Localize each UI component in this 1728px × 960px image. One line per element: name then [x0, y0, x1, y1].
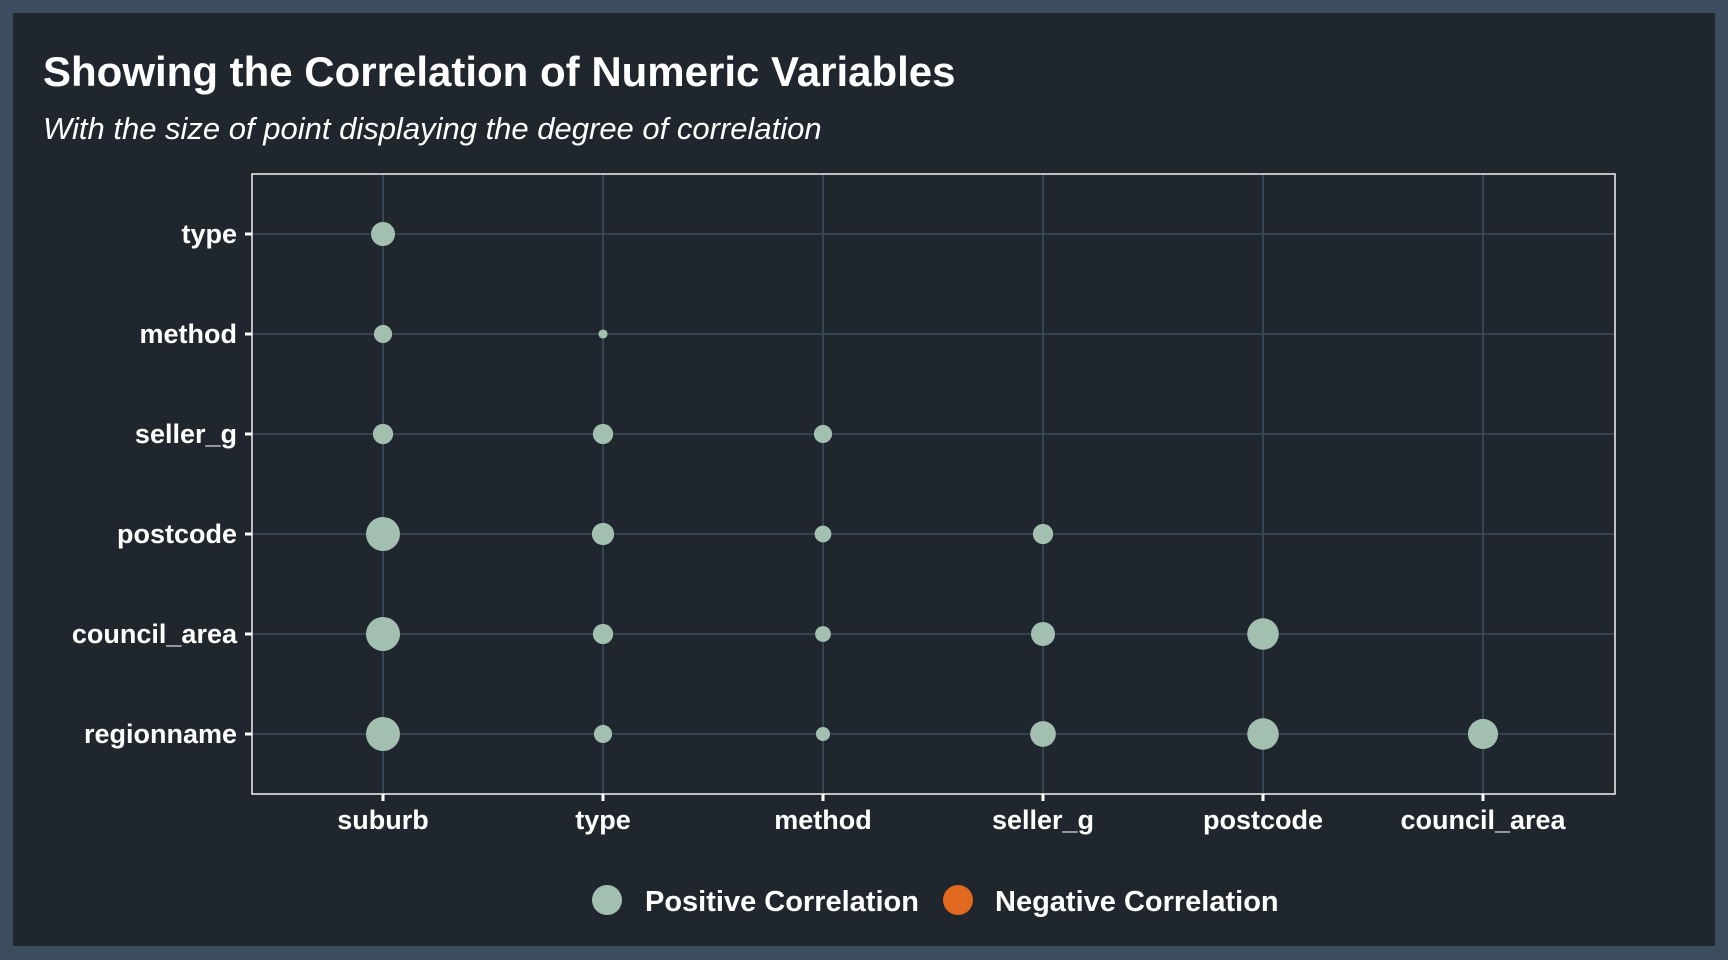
point-seller-g-postcode — [1032, 523, 1054, 545]
x-tick-label-seller-g: seller_g — [992, 805, 1094, 835]
x-axis: suburb type method seller_g postcode council_… — [337, 794, 1567, 835]
point-suburb-method — [373, 324, 393, 344]
point-postcode-regionname — [1247, 718, 1279, 750]
y-tick-label-postcode: postcode — [117, 519, 237, 549]
legend: Positive Correlation Negative Correlation — [592, 885, 1279, 918]
x-tick-label-type: type — [575, 805, 631, 835]
x-tick-label-council-area: council_area — [1400, 805, 1566, 835]
point-method-regionname — [815, 726, 831, 742]
points — [366, 221, 1499, 751]
point-postcode-council-area — [1247, 618, 1279, 650]
y-tick-label-regionname: regionname — [84, 719, 237, 749]
legend-label-negative-correlation: Negative Correlation — [995, 886, 1279, 918]
point-method-seller-g — [813, 424, 833, 444]
legend-key-positive-correlation — [592, 885, 622, 915]
y-tick-label-type: type — [181, 219, 237, 249]
point-method-council-area — [815, 626, 831, 642]
y-tick-label-seller-g: seller_g — [135, 419, 237, 449]
point-type-regionname — [593, 724, 613, 744]
x-tick-label-method: method — [774, 805, 872, 835]
point-suburb-type — [370, 221, 396, 247]
point-type-method — [598, 329, 608, 339]
point-type-council-area — [592, 623, 614, 645]
point-suburb-regionname — [366, 717, 400, 751]
grid-lines — [252, 174, 1615, 794]
point-type-postcode — [591, 522, 615, 546]
legend-label-positive-correlation: Positive Correlation — [645, 886, 919, 918]
chart-subtitle: With the size of point displaying the de… — [43, 111, 822, 146]
y-tick-label-council-area: council_area — [72, 619, 238, 649]
point-method-postcode — [814, 525, 832, 543]
point-suburb-council-area — [366, 617, 400, 651]
x-tick-label-postcode: postcode — [1203, 805, 1323, 835]
y-tick-label-method: method — [140, 319, 238, 349]
plot-panel — [13, 13, 1715, 946]
chart-title: Showing the Correlation of Numeric Varia… — [43, 48, 956, 95]
x-tick-label-suburb: suburb — [337, 805, 429, 835]
point-seller-g-council-area — [1030, 621, 1056, 647]
legend-key-negative-correlation — [943, 885, 973, 915]
plot-border — [251, 173, 1616, 795]
point-suburb-postcode — [366, 517, 400, 551]
y-axis: regionname council_area postcode seller_g me… — [72, 219, 252, 749]
point-seller-g-regionname — [1030, 721, 1056, 747]
point-type-seller-g — [592, 423, 614, 445]
point-suburb-seller-g — [372, 423, 394, 445]
point-council-area-regionname — [1467, 718, 1499, 750]
